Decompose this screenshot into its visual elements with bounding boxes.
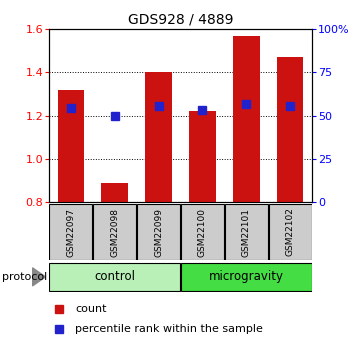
Text: percentile rank within the sample: percentile rank within the sample — [75, 324, 263, 334]
FancyBboxPatch shape — [269, 204, 312, 260]
FancyBboxPatch shape — [181, 204, 224, 260]
Text: count: count — [75, 304, 106, 314]
Text: protocol: protocol — [2, 272, 47, 282]
FancyBboxPatch shape — [181, 263, 312, 291]
Text: GSM22102: GSM22102 — [286, 208, 295, 256]
Text: GSM22097: GSM22097 — [66, 207, 75, 257]
FancyBboxPatch shape — [93, 204, 136, 260]
Polygon shape — [32, 268, 45, 286]
Text: control: control — [94, 270, 135, 283]
Text: microgravity: microgravity — [209, 270, 284, 283]
Bar — [101, 184, 128, 202]
Bar — [277, 57, 304, 202]
FancyBboxPatch shape — [137, 204, 180, 260]
Text: GSM22101: GSM22101 — [242, 207, 251, 257]
Bar — [233, 36, 260, 202]
Text: GSM22098: GSM22098 — [110, 207, 119, 257]
Text: GSM22100: GSM22100 — [198, 207, 207, 257]
Title: GDS928 / 4889: GDS928 / 4889 — [128, 13, 233, 27]
Bar — [189, 111, 216, 202]
Text: GSM22099: GSM22099 — [154, 207, 163, 257]
Bar — [57, 90, 84, 202]
FancyBboxPatch shape — [49, 204, 92, 260]
FancyBboxPatch shape — [49, 263, 180, 291]
FancyBboxPatch shape — [225, 204, 268, 260]
Bar — [145, 72, 172, 202]
